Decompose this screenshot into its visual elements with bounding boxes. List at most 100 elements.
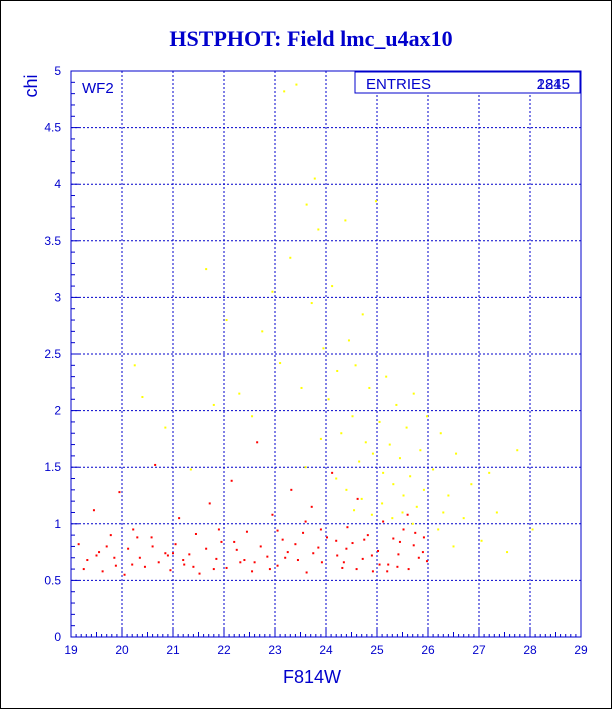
data-point-red: [256, 441, 259, 444]
data-point-red: [98, 551, 101, 554]
data-point-red: [118, 491, 121, 494]
data-point-red: [351, 542, 354, 545]
data-point-red: [397, 553, 400, 556]
data-point-red: [105, 545, 108, 548]
data-point-yellow: [300, 386, 303, 389]
data-point-yellow: [455, 452, 458, 455]
data-point-red: [109, 534, 112, 537]
data-point-red: [336, 554, 339, 557]
data-point-red: [136, 536, 139, 539]
data-point-yellow: [531, 528, 534, 531]
data-point-red: [361, 557, 364, 560]
data-point-yellow: [506, 551, 509, 554]
data-point-yellow: [304, 466, 307, 469]
data-point-yellow: [411, 522, 414, 525]
data-point-red: [225, 566, 228, 569]
data-point-red: [290, 488, 293, 491]
data-point-red: [143, 565, 146, 568]
data-point-yellow: [353, 509, 356, 512]
data-point-red: [92, 509, 95, 512]
data-point-red: [396, 565, 399, 568]
data-point-yellow: [402, 494, 405, 497]
data-point-red: [220, 540, 223, 543]
data-point-red: [132, 528, 135, 531]
data-point-yellow: [378, 420, 381, 423]
data-point-yellow: [381, 502, 384, 505]
y-tick-label: 4: [54, 177, 61, 191]
data-point-yellow: [251, 415, 254, 418]
data-point-red: [320, 561, 323, 564]
x-axis-label: F814W: [283, 667, 341, 687]
data-point-red: [392, 537, 395, 540]
data-point-yellow: [452, 545, 455, 548]
data-point-red: [268, 568, 271, 571]
grid-layer: [71, 71, 581, 637]
data-point-red: [123, 573, 126, 576]
data-point-yellow: [317, 228, 320, 231]
data-point-red: [151, 545, 154, 548]
data-point-red: [251, 570, 254, 573]
data-point-yellow: [415, 505, 418, 508]
data-point-yellow: [371, 452, 374, 455]
data-point-red: [259, 545, 262, 548]
y-tick-label: 1.5: [44, 460, 61, 474]
x-tick-label: 27: [472, 643, 486, 657]
data-point-yellow: [295, 83, 298, 86]
data-point-red: [421, 551, 424, 554]
data-point-red: [335, 539, 338, 542]
data-point-red: [95, 554, 98, 557]
data-point-yellow: [279, 362, 282, 365]
data-point-red: [370, 554, 373, 557]
data-point-red: [208, 502, 211, 505]
data-point-red: [217, 528, 220, 531]
data-point-red: [166, 554, 169, 557]
y-tick-label: 5: [54, 64, 61, 78]
y-tick-label: 4.5: [44, 121, 61, 135]
data-point-yellow: [447, 494, 450, 497]
data-point-red: [312, 552, 315, 555]
data-point-yellow: [271, 290, 274, 293]
data-point-red: [215, 557, 218, 560]
data-point-red: [412, 544, 415, 547]
data-point-red: [101, 570, 104, 573]
x-tick-label: 25: [370, 643, 384, 657]
data-point-red: [77, 543, 80, 546]
data-point-red: [296, 559, 299, 562]
data-point-red: [82, 568, 85, 571]
data-point-yellow: [133, 364, 136, 367]
data-point-yellow: [319, 437, 322, 440]
data-point-red: [245, 530, 248, 533]
data-point-red: [233, 540, 236, 543]
data-point-red: [192, 565, 195, 568]
data-point-yellow: [310, 302, 313, 305]
data-point-red: [371, 570, 374, 573]
x-tick-label: 20: [115, 643, 129, 657]
data-point-yellow: [238, 392, 241, 395]
data-point-red: [366, 534, 369, 537]
panel-label: WF2: [82, 80, 114, 97]
data-point-red: [182, 559, 185, 562]
data-point-yellow: [488, 471, 491, 474]
data-point-red: [276, 564, 279, 567]
x-tick-label: 23: [268, 643, 282, 657]
data-point-yellow: [405, 426, 408, 429]
data-point-yellow: [141, 396, 144, 399]
data-point-yellow: [432, 468, 435, 471]
data-point-red: [230, 479, 233, 482]
data-point-yellow: [261, 330, 264, 333]
stats-box-value-2: 1215: [537, 76, 570, 93]
data-point-red: [345, 547, 348, 550]
data-point-yellow: [225, 319, 228, 322]
data-point-yellow: [516, 449, 519, 452]
y-tick-label: 0: [54, 630, 61, 644]
data-point-yellow: [345, 488, 348, 491]
data-point-yellow: [347, 339, 350, 342]
data-point-yellow: [322, 347, 325, 350]
data-point-red: [377, 549, 380, 552]
data-point-red: [356, 497, 359, 500]
data-point-yellow: [401, 511, 404, 514]
data-point-yellow: [395, 403, 398, 406]
data-point-red: [178, 517, 181, 520]
